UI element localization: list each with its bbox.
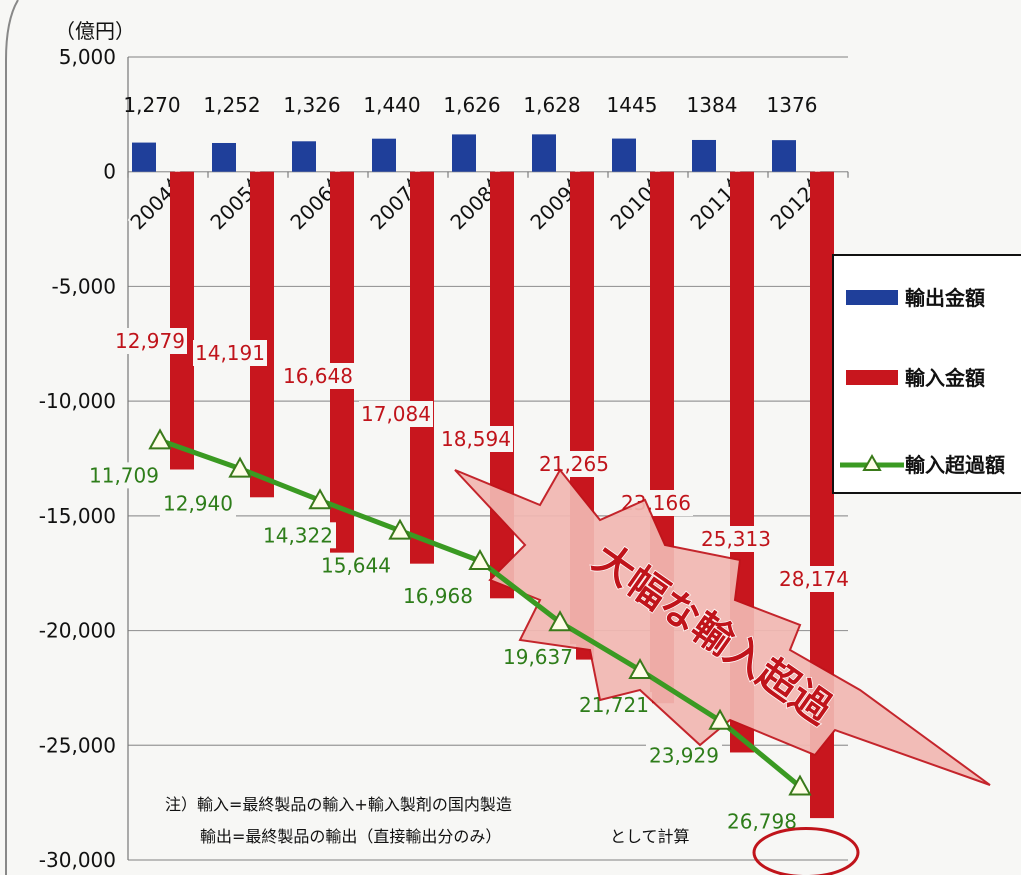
export-value-label: 1,326 — [283, 93, 340, 117]
highlight-circle — [752, 827, 860, 875]
legend-label-export: 輸出金額 — [905, 286, 985, 310]
net-import-marker — [788, 774, 812, 796]
bar-export — [372, 138, 396, 172]
import-value-label: 14,191 — [195, 341, 265, 365]
bar-export — [612, 138, 636, 172]
net-import-marker — [148, 428, 172, 450]
y-tick-label: -25,000 — [39, 733, 116, 757]
legend-label-net: 輸入超過額 — [905, 453, 1005, 477]
export-value-label: 1,628 — [523, 93, 580, 117]
net-import-value-label: 14,322 — [263, 523, 333, 547]
net-label-bg — [86, 462, 162, 489]
net-label-bg — [260, 522, 336, 549]
net-import-marker — [548, 610, 572, 632]
net-label-bg — [646, 742, 722, 769]
import-value-label: 12,979 — [115, 329, 185, 353]
import-label-bg — [193, 340, 267, 366]
y-tick-label: -10,000 — [39, 389, 116, 413]
callout-burst-shape — [454, 468, 991, 786]
note-suffix: として計算 — [610, 827, 690, 846]
bar-import — [410, 171, 434, 564]
net-label-bg — [160, 490, 236, 517]
bar-export — [292, 141, 316, 172]
import-label-bg — [439, 426, 513, 452]
import-value-label: 28,174 — [779, 567, 849, 591]
import-value-label: 25,313 — [701, 527, 771, 551]
legend-swatch-export — [846, 290, 898, 305]
net-import-value-label: 12,940 — [163, 492, 233, 516]
import-label-bg — [359, 401, 433, 427]
y-tick-label: -5,000 — [52, 274, 116, 298]
note-line-2: 輸出=最終製品の輸出（直接輸出分のみ） — [200, 827, 501, 846]
net-import-marker — [388, 518, 412, 540]
note-line-1: 注）輸入=最終製品の輸入+輸入製剤の国内製造 — [165, 795, 512, 814]
import-value-label: 18,594 — [441, 427, 511, 451]
export-value-label: 1445 — [607, 93, 658, 117]
legend-label-import: 輸入金額 — [905, 366, 985, 390]
y-unit-label: （億円） — [55, 19, 135, 43]
net-import-marker — [308, 488, 332, 510]
net-label-bg — [318, 552, 394, 579]
notes-layer: 注）輸入=最終製品の輸入+輸入製剤の国内製造輸出=最終製品の輸出（直接輸出分のみ… — [165, 795, 690, 846]
export-value-label: 1,440 — [363, 93, 420, 117]
export-value-label: 1,626 — [443, 93, 500, 117]
y-tick-label: 0 — [103, 160, 116, 184]
y-tick-label: -30,000 — [39, 848, 116, 872]
net-import-value-label: 11,709 — [89, 463, 159, 487]
net-import-value-label: 15,644 — [321, 554, 391, 578]
page-edge-decoration — [5, 0, 19, 875]
grid-layer — [5, 0, 848, 875]
import-label-bg — [699, 526, 773, 552]
burst-layer: 大幅な輸入超過 — [454, 468, 991, 786]
net-import-value-label: 16,968 — [403, 584, 473, 608]
bar-export — [532, 134, 556, 172]
bar-import — [170, 171, 194, 470]
bar-import — [490, 171, 514, 599]
bar-export — [772, 140, 796, 172]
net-import-marker — [708, 708, 732, 730]
import-value-label: 21,265 — [539, 452, 609, 476]
import-value-label: 17,084 — [361, 402, 431, 426]
export-value-label: 1,270 — [123, 93, 180, 117]
y-tick-label: -20,000 — [39, 619, 116, 643]
bars-layer — [132, 134, 834, 819]
export-value-label: 1376 — [767, 93, 818, 117]
import-label-bg — [113, 328, 187, 354]
export-value-label: 1,252 — [203, 93, 260, 117]
y-tick-label: -15,000 — [39, 504, 116, 528]
import-value-label: 16,648 — [283, 364, 353, 388]
legend-swatch-import — [846, 370, 898, 385]
bar-export — [132, 142, 156, 172]
import-label-bg — [537, 451, 611, 477]
legend-marker-net — [862, 453, 882, 471]
net-label-bg — [400, 583, 476, 610]
import-label-bg — [777, 566, 851, 592]
bar-export — [692, 139, 716, 172]
net-import-marker — [468, 548, 492, 571]
bar-export — [452, 134, 476, 172]
line-layer — [148, 428, 860, 875]
import-label-bg — [281, 363, 355, 389]
net-import-value-label: 23,929 — [649, 744, 719, 768]
net-import-value-label: 19,637 — [503, 645, 573, 669]
bar-export — [212, 142, 236, 172]
export-value-label: 1384 — [687, 93, 738, 117]
net-import-marker — [228, 456, 252, 478]
y-tick-label: 5,000 — [59, 45, 116, 69]
bar-import — [330, 171, 354, 554]
net-import-marker — [628, 657, 652, 680]
bar-import — [250, 171, 274, 498]
net-label-bg — [500, 644, 576, 671]
